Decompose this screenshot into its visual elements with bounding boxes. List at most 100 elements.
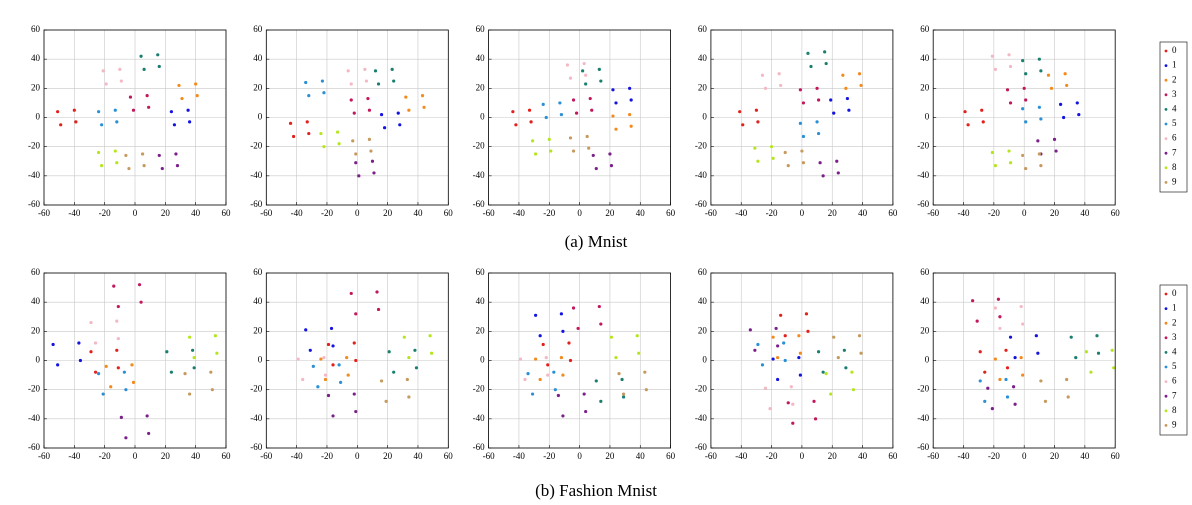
y-tick-label: -20 xyxy=(695,384,707,394)
point xyxy=(323,377,328,382)
point xyxy=(629,124,633,128)
y-tick-label: 20 xyxy=(31,325,41,335)
point xyxy=(1037,152,1041,156)
axes-frame xyxy=(43,29,227,206)
point xyxy=(372,171,376,175)
point xyxy=(841,73,845,77)
point xyxy=(538,377,542,382)
point xyxy=(188,335,192,339)
point xyxy=(581,69,585,73)
point xyxy=(753,348,757,352)
point xyxy=(1062,115,1066,120)
legend-label: 0 xyxy=(1172,45,1177,55)
axes-frame xyxy=(488,29,672,206)
point xyxy=(963,110,967,114)
y-tick-label: 60 xyxy=(31,24,41,34)
point xyxy=(177,83,181,88)
point xyxy=(791,421,795,425)
y-tick-label: -40 xyxy=(28,413,40,423)
point xyxy=(308,348,312,352)
x-tick-label: -40 xyxy=(68,451,80,461)
point xyxy=(101,392,105,396)
point xyxy=(786,401,790,405)
point xyxy=(1069,335,1073,339)
point xyxy=(561,414,565,418)
point xyxy=(113,108,117,112)
subplot: -60 -40 -20 0 20 40 60 -60 -40 -20 0 20 40 60 xyxy=(917,24,1120,218)
point xyxy=(112,284,116,288)
x-tick-label: -60 xyxy=(705,451,717,461)
x-tick-label: 0 xyxy=(577,451,582,461)
point xyxy=(983,370,987,374)
point xyxy=(990,54,994,58)
point xyxy=(534,357,538,361)
point xyxy=(582,392,586,396)
point xyxy=(798,373,802,377)
point xyxy=(156,53,160,57)
legend-label: 9 xyxy=(1172,176,1177,186)
point xyxy=(741,123,745,127)
point xyxy=(139,54,143,58)
x-tick-label: 0 xyxy=(1022,208,1027,218)
subplot: -60 -40 -20 0 20 40 60 -60 -40 -20 0 20 40 60 xyxy=(917,267,1120,461)
point xyxy=(584,82,588,86)
y-tick-label: 40 xyxy=(476,296,486,306)
point xyxy=(1039,379,1043,383)
x-tick-label: 60 xyxy=(444,208,454,218)
y-tick-label: 60 xyxy=(31,267,41,277)
point xyxy=(776,355,780,360)
y-tick-label: 20 xyxy=(920,325,930,335)
point xyxy=(801,101,806,105)
point xyxy=(384,399,388,403)
point xyxy=(1075,101,1079,105)
point xyxy=(175,164,180,168)
point xyxy=(1024,72,1028,76)
point xyxy=(352,111,356,115)
x-tick-label: -40 xyxy=(513,451,525,461)
y-tick-label: -40 xyxy=(695,170,707,180)
y-tick-label: 0 xyxy=(36,112,41,122)
point xyxy=(1065,83,1069,88)
point xyxy=(611,114,615,118)
point xyxy=(1052,137,1057,141)
point xyxy=(210,388,214,392)
point xyxy=(74,120,78,124)
x-tick-label: 40 xyxy=(1080,451,1090,461)
point xyxy=(1021,373,1025,377)
legend-marker xyxy=(1164,351,1168,354)
point xyxy=(1019,304,1023,309)
legend: 0 1 2 3 4 5 6 7 8 9 xyxy=(1159,284,1188,436)
point xyxy=(629,98,633,102)
x-tick-label: 0 xyxy=(355,208,360,218)
x-tick-label: 40 xyxy=(413,451,423,461)
point xyxy=(118,67,122,71)
point xyxy=(1021,153,1025,158)
point xyxy=(370,159,375,163)
x-tick-label: -60 xyxy=(260,208,272,218)
point xyxy=(319,131,323,136)
y-tick-label: 0 xyxy=(925,355,930,365)
point xyxy=(115,161,119,165)
point xyxy=(594,166,598,171)
point xyxy=(818,161,822,165)
point xyxy=(571,306,576,310)
point xyxy=(791,402,795,406)
point xyxy=(1077,112,1081,117)
point xyxy=(990,150,994,155)
point xyxy=(611,88,615,92)
legend-label: 2 xyxy=(1172,74,1177,84)
point xyxy=(832,111,836,115)
x-tick-label: 20 xyxy=(383,451,393,461)
point xyxy=(844,366,848,370)
point xyxy=(763,386,768,390)
x-tick-label: 20 xyxy=(161,451,171,461)
point xyxy=(534,313,538,317)
point xyxy=(304,328,308,332)
point xyxy=(349,291,353,296)
x-tick-label: -20 xyxy=(321,208,333,218)
x-tick-label: 0 xyxy=(800,208,805,218)
point xyxy=(1004,377,1008,382)
point xyxy=(978,350,982,354)
point xyxy=(402,335,406,339)
point xyxy=(821,174,825,178)
